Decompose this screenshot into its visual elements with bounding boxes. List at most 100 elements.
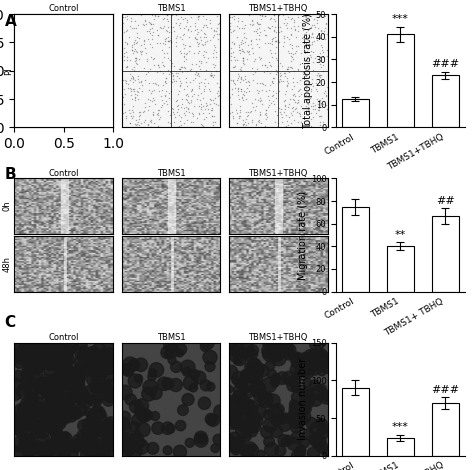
Point [293, 10, 301, 18]
Point [303, 359, 310, 367]
Point [25, 55, 33, 62]
Point [307, 110, 314, 117]
Point [240, 407, 247, 414]
Title: TBMS1+TBHQ: TBMS1+TBHQ [248, 4, 308, 13]
Point [67, 87, 75, 95]
Point [177, 121, 184, 129]
Point [77, 25, 84, 33]
Point [175, 111, 182, 118]
Point [191, 19, 199, 26]
Point [37, 35, 45, 42]
Point [249, 346, 257, 354]
Point [318, 26, 325, 33]
Point [175, 21, 182, 29]
Point [302, 396, 310, 404]
Point [51, 410, 59, 418]
Point [44, 11, 52, 19]
Point [127, 74, 135, 81]
Point [195, 39, 202, 47]
Point [235, 72, 243, 79]
Point [239, 39, 247, 47]
Point [241, 21, 249, 29]
Point [78, 358, 85, 366]
Point [246, 20, 254, 28]
Point [102, 96, 109, 103]
Point [107, 357, 115, 364]
Point [132, 55, 139, 62]
Point [50, 426, 57, 433]
Point [251, 375, 258, 383]
Point [307, 122, 315, 130]
Point [236, 106, 244, 114]
Point [37, 121, 45, 129]
Point [62, 105, 70, 113]
Point [240, 91, 247, 99]
Point [284, 63, 292, 71]
Point [130, 40, 138, 48]
Point [322, 21, 329, 28]
Point [294, 96, 302, 104]
Point [104, 61, 112, 69]
Point [56, 17, 64, 24]
Point [275, 354, 283, 362]
Point [92, 94, 100, 102]
Point [233, 120, 241, 127]
Point [284, 348, 292, 356]
Point [103, 99, 110, 107]
Point [19, 85, 27, 92]
Point [108, 91, 115, 98]
Point [239, 96, 246, 104]
Point [200, 33, 208, 40]
Point [73, 110, 80, 117]
Point [278, 27, 285, 35]
Point [135, 108, 142, 116]
Point [76, 93, 84, 100]
Point [20, 46, 28, 54]
Point [302, 82, 310, 90]
Point [270, 351, 278, 359]
Point [146, 118, 154, 125]
Point [135, 88, 142, 96]
Point [158, 86, 166, 93]
Point [275, 29, 283, 36]
Point [17, 85, 24, 92]
Point [210, 26, 218, 33]
Point [74, 107, 82, 115]
Point [24, 401, 31, 409]
Point [237, 386, 245, 394]
Point [232, 81, 239, 88]
Point [311, 101, 319, 109]
Point [231, 352, 239, 360]
Point [182, 23, 190, 30]
Point [261, 26, 268, 34]
Point [154, 61, 161, 69]
Point [316, 419, 324, 426]
Point [24, 90, 32, 98]
Bar [342, 207, 369, 292]
Point [124, 56, 131, 64]
Point [317, 60, 324, 68]
Point [133, 24, 140, 31]
Point [22, 85, 30, 92]
Point [280, 437, 288, 444]
Point [20, 87, 27, 95]
Point [149, 55, 156, 63]
Point [190, 102, 197, 110]
Point [85, 36, 93, 43]
Point [302, 109, 310, 117]
Point [72, 31, 80, 39]
Point [254, 96, 261, 104]
Point [59, 36, 67, 43]
Point [284, 47, 292, 55]
Point [197, 57, 205, 65]
Point [266, 361, 274, 369]
Point [302, 405, 310, 413]
Point [62, 75, 70, 82]
Point [197, 105, 205, 113]
Point [299, 19, 306, 26]
Point [91, 40, 99, 48]
Point [141, 16, 149, 24]
Point [22, 102, 29, 110]
Point [283, 24, 291, 32]
Point [308, 76, 316, 83]
